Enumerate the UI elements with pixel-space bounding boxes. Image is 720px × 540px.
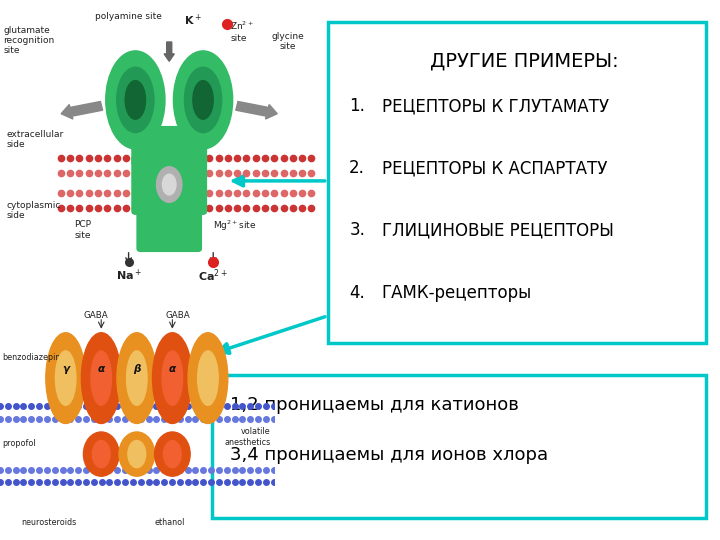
Text: Zn$^{2+}$
site: Zn$^{2+}$ site — [230, 19, 254, 43]
Ellipse shape — [91, 351, 112, 406]
Text: ГЛИЦИНОВЫЕ РЕЦЕПТОРЫ: ГЛИЦИНОВЫЕ РЕЦЕПТОРЫ — [382, 221, 613, 239]
Ellipse shape — [155, 432, 190, 476]
Ellipse shape — [198, 351, 218, 406]
Text: РЕЦЕПТОРЫ К АСПАРТАТУ: РЕЦЕПТОРЫ К АСПАРТАТУ — [382, 159, 607, 177]
Text: β: β — [133, 364, 140, 374]
Text: ethanol: ethanol — [155, 518, 185, 526]
FancyBboxPatch shape — [132, 126, 207, 168]
Text: 1.: 1. — [349, 97, 365, 115]
Text: GABA: GABA — [166, 311, 190, 320]
Text: Mg$^{2+}$site: Mg$^{2+}$site — [213, 219, 256, 233]
Text: polyamine site: polyamine site — [95, 12, 162, 21]
FancyBboxPatch shape — [132, 157, 207, 214]
Ellipse shape — [174, 51, 233, 149]
Text: РЕЦЕПТОРЫ К ГЛУТАМАТУ: РЕЦЕПТОРЫ К ГЛУТАМАТУ — [382, 97, 608, 115]
Ellipse shape — [163, 174, 176, 195]
Text: GABA: GABA — [84, 311, 108, 320]
Ellipse shape — [119, 432, 155, 476]
Ellipse shape — [106, 51, 165, 149]
Text: 3.: 3. — [349, 221, 365, 239]
Ellipse shape — [81, 333, 121, 423]
Text: Ca$^{2+}$: Ca$^{2+}$ — [198, 268, 228, 284]
Text: volatile
anesthetics: volatile anesthetics — [225, 427, 271, 447]
Ellipse shape — [55, 351, 76, 406]
Text: extracellular
side: extracellular side — [6, 130, 64, 149]
Ellipse shape — [125, 80, 145, 119]
Text: PCP
site: PCP site — [74, 220, 91, 240]
Ellipse shape — [188, 333, 228, 423]
Text: ГАМК-рецепторы: ГАМК-рецепторы — [382, 284, 532, 301]
Text: ДРУГИЕ ПРИМЕРЫ:: ДРУГИЕ ПРИМЕРЫ: — [430, 51, 618, 70]
Text: K$^+$: K$^+$ — [184, 12, 202, 28]
Text: α: α — [168, 364, 176, 374]
Text: benzodiazepine: benzodiazepine — [3, 353, 66, 362]
Ellipse shape — [184, 67, 222, 132]
Text: glycine
site: glycine site — [271, 31, 304, 51]
Ellipse shape — [163, 441, 181, 468]
Ellipse shape — [92, 441, 110, 468]
Ellipse shape — [117, 333, 157, 423]
FancyArrow shape — [164, 42, 174, 61]
Text: α: α — [98, 364, 105, 374]
Ellipse shape — [127, 351, 147, 406]
Text: 4.: 4. — [349, 284, 365, 301]
Ellipse shape — [193, 80, 213, 119]
FancyBboxPatch shape — [137, 205, 202, 252]
Ellipse shape — [84, 432, 119, 476]
Text: glutamate
recognition
site: glutamate recognition site — [4, 25, 55, 56]
Text: Na$^+$: Na$^+$ — [116, 268, 142, 283]
Text: propofol: propofol — [3, 440, 37, 448]
Text: γ: γ — [62, 364, 69, 374]
Ellipse shape — [156, 167, 182, 202]
Text: 2.: 2. — [349, 159, 365, 177]
FancyArrow shape — [235, 102, 277, 119]
Text: cytoplasmic
side: cytoplasmic side — [6, 201, 61, 220]
Ellipse shape — [117, 67, 154, 132]
Ellipse shape — [162, 351, 183, 406]
Ellipse shape — [128, 441, 145, 468]
Text: 1,2 проницаемы для катионов: 1,2 проницаемы для катионов — [230, 396, 519, 414]
Text: 3,4 проницаемы для ионов хлора: 3,4 проницаемы для ионов хлора — [230, 446, 549, 463]
Ellipse shape — [46, 333, 86, 423]
Text: neurosteroids: neurosteroids — [22, 518, 77, 526]
Bar — [212, 375, 706, 518]
Ellipse shape — [153, 333, 192, 423]
Bar — [328, 22, 706, 343]
FancyArrow shape — [61, 102, 103, 119]
